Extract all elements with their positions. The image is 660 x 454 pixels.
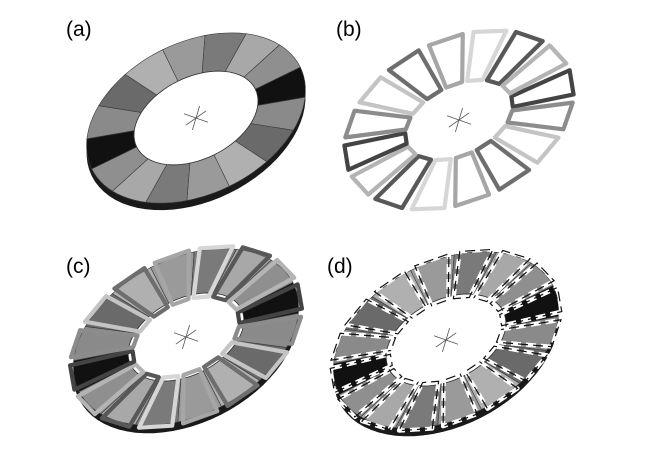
panel-label-d: (d)	[327, 255, 353, 278]
coil-loop	[484, 29, 545, 86]
coil-loop	[349, 144, 418, 197]
axis-line	[185, 324, 190, 338]
coil-loop	[68, 348, 137, 392]
axis-line	[195, 117, 209, 123]
coil-loop-edge	[464, 361, 519, 410]
axis-line	[182, 336, 187, 350]
axis-line	[185, 329, 197, 338]
coil-loop	[412, 251, 452, 308]
coil-loop	[75, 362, 146, 417]
coil-loop	[202, 355, 260, 409]
coil-loop	[180, 367, 220, 426]
panel-label-b: (b)	[336, 18, 362, 41]
ring-coils	[342, 28, 576, 212]
coil-loop-edge	[336, 367, 403, 418]
coil-loop-edge	[360, 377, 419, 431]
ring-coils	[328, 247, 564, 433]
coil-loop	[426, 31, 465, 90]
coil-loop	[136, 374, 181, 430]
coil-loop	[509, 68, 576, 109]
coil-loop	[112, 265, 170, 319]
axis-line	[195, 110, 207, 119]
axis-line	[458, 112, 470, 121]
coil-loop	[500, 43, 569, 96]
coil-loop-edge	[343, 298, 410, 335]
coil-loop-edge	[442, 373, 479, 428]
coil-loop-edge	[473, 249, 532, 303]
axis-line	[446, 115, 460, 121]
axis-line	[185, 117, 197, 126]
coil-loop	[357, 75, 426, 116]
panel-c: (c)	[66, 244, 304, 434]
coil-loop	[453, 150, 492, 209]
axis-line	[445, 339, 459, 345]
axis-line	[442, 339, 447, 353]
coil-loop	[342, 131, 409, 172]
ring-coils	[68, 244, 304, 430]
coil-loop	[219, 340, 290, 381]
coil-loop-edge	[413, 252, 450, 307]
coil-loop	[492, 124, 561, 165]
axis-line	[435, 339, 447, 348]
coil-loop	[409, 156, 453, 212]
coil-loop	[68, 328, 140, 360]
coil-loop	[505, 100, 575, 132]
panel-label-c: (c)	[66, 255, 91, 278]
coil-loop	[342, 297, 411, 336]
coil-loop	[386, 48, 444, 102]
coil-loop-edge	[329, 353, 393, 394]
coil-loop	[99, 371, 161, 429]
axis-line	[458, 107, 463, 121]
coil-loop	[152, 248, 192, 307]
axis-line	[175, 336, 187, 345]
coil-loop-edge	[489, 262, 556, 313]
coil-loop-edge	[452, 248, 495, 300]
coil-loop	[226, 257, 297, 312]
axis-line	[455, 119, 460, 133]
axis-line	[173, 332, 187, 338]
axis-line	[195, 105, 200, 119]
coil-loop-edge	[330, 332, 397, 361]
coil-loop	[474, 138, 532, 192]
coil-loop	[335, 366, 404, 420]
coil-loop	[497, 285, 564, 328]
coil-loop	[232, 314, 304, 346]
coordinate-axes-icon	[173, 324, 199, 350]
coil-loop	[82, 293, 153, 334]
coordinate-axes-icon	[183, 105, 209, 131]
coil-loop	[440, 372, 480, 429]
coil-loop	[465, 28, 509, 84]
axis-line	[433, 335, 447, 341]
axis-line	[183, 113, 197, 119]
coil-loop	[481, 344, 550, 383]
axis-line	[185, 336, 199, 342]
coil-loop	[191, 244, 236, 300]
coil-loop	[488, 260, 557, 314]
coil-loop-edge	[373, 270, 428, 319]
coil-loop-edge	[397, 380, 440, 432]
panel-b: (b)	[336, 18, 576, 212]
coil-loop-edge	[495, 319, 562, 348]
panel-d: (d)	[327, 247, 564, 437]
coil-loop	[235, 282, 304, 326]
axis-line	[445, 332, 457, 341]
axis-line	[448, 119, 460, 128]
panel-a: (a)	[66, 18, 306, 211]
coil-loop-edge	[482, 345, 549, 382]
axis-line	[192, 117, 197, 131]
coil-loop	[343, 108, 413, 140]
coil-loop	[373, 154, 434, 211]
axis-line	[445, 327, 450, 341]
coil-loop-edge	[499, 286, 563, 327]
axis-line	[458, 119, 472, 125]
coil-loop	[211, 245, 273, 303]
panel-label-a: (a)	[66, 18, 92, 41]
coordinate-axes-icon	[446, 107, 472, 133]
ring-segments	[86, 32, 306, 211]
coil-loop	[328, 352, 395, 395]
coordinate-axes-icon	[433, 327, 459, 353]
